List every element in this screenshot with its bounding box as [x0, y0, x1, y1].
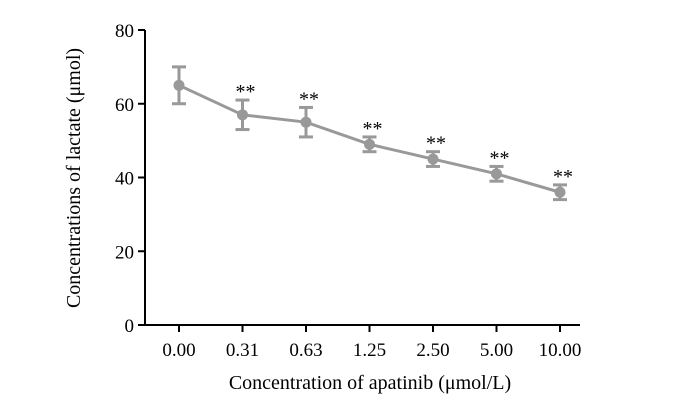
- significance-label: **: [490, 147, 510, 169]
- data-point: [427, 153, 439, 165]
- data-point: [237, 109, 248, 121]
- y-tick-label: 80: [115, 21, 134, 42]
- x-tick-label: 0.00: [162, 340, 195, 361]
- x-tick-label: 2.50: [416, 340, 449, 361]
- y-tick-label: 20: [115, 242, 134, 263]
- significance-label: **: [426, 133, 446, 155]
- plot-area: ** ** ** ** ** **: [172, 65, 573, 202]
- significance-label: **: [363, 118, 383, 140]
- significance-label: **: [299, 88, 319, 110]
- x-tick-label: 0.31: [226, 340, 259, 361]
- y-tick-label: 0: [125, 316, 135, 337]
- x-axis: 0.00 0.31 0.63 1.25 2.50 5.00 10.00: [145, 324, 582, 361]
- data-point: [300, 116, 312, 128]
- significance-label: **: [236, 81, 256, 103]
- x-axis-title: Concentration of apatinib (μmol/L): [229, 372, 511, 394]
- y-tick-label: 40: [115, 169, 134, 190]
- y-axis-title: Concentrations of lactate (μmol): [63, 48, 85, 308]
- y-tick-label: 60: [115, 95, 134, 116]
- x-tick-label: 10.00: [539, 340, 582, 361]
- x-tick-label: 5.00: [480, 340, 513, 361]
- data-point: [554, 186, 566, 198]
- x-tick-label: 1.25: [353, 340, 386, 361]
- y-axis: 0 20 40 60 80: [115, 21, 146, 337]
- data-point: [173, 79, 185, 91]
- x-tick-label: 0.63: [289, 340, 322, 361]
- data-point: [364, 138, 375, 150]
- significance-label: **: [553, 166, 573, 188]
- data-point: [491, 168, 502, 180]
